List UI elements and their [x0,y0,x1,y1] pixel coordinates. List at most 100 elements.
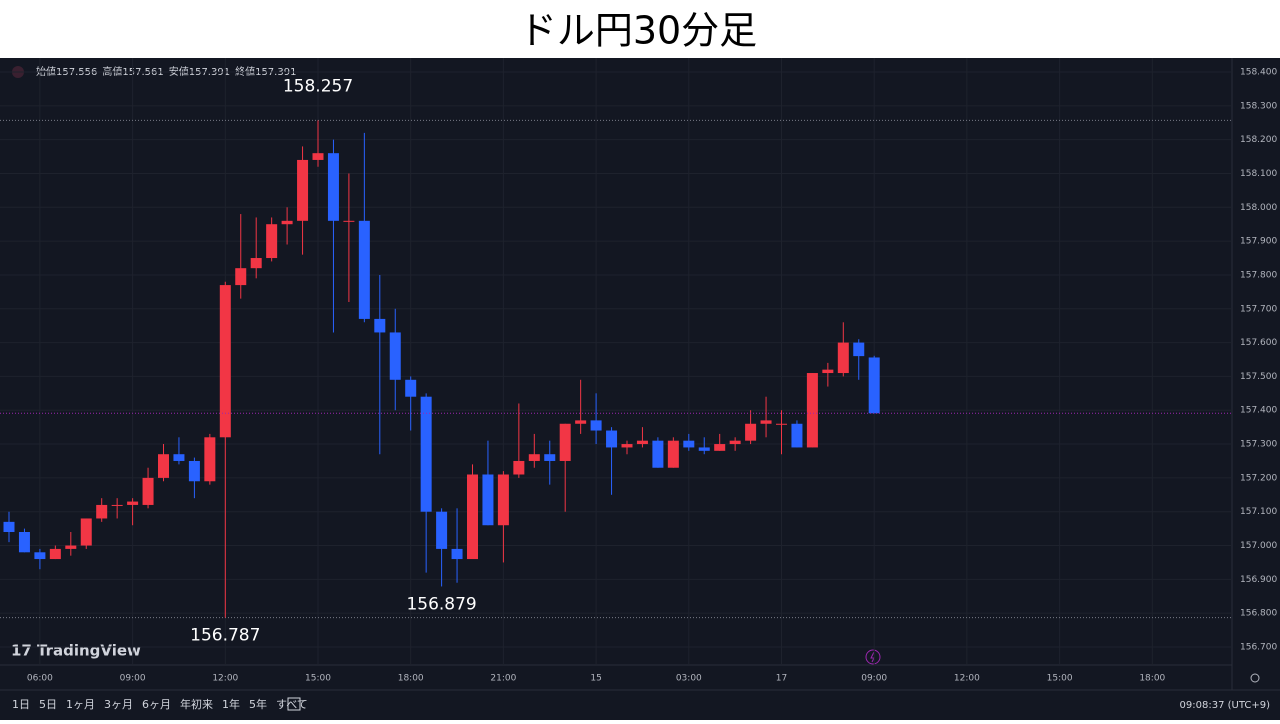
range-button[interactable]: 5年 [249,697,267,711]
candle-body [327,153,339,221]
candle-body [235,268,247,286]
candle-body [358,220,370,319]
candle-body [343,220,355,222]
candle-body [776,423,787,425]
candle-body [482,474,494,526]
candle-body [420,396,432,512]
y-tick-label: 157.500 [1240,372,1277,382]
candle-body [219,285,231,438]
candle-body [65,545,77,549]
y-tick-label: 158.300 [1240,101,1277,111]
candle-body [3,521,15,532]
candle-body [49,548,61,560]
range-button[interactable]: 1日 [12,698,30,711]
y-tick-label: 156.900 [1240,575,1277,585]
candle-body [96,504,108,519]
y-tick-label: 158.200 [1240,135,1277,145]
x-tick-label: 09:00 [861,674,887,684]
date-range-icon[interactable] [287,697,301,711]
candle-body [80,518,92,546]
range-button[interactable]: 3ヶ月 [104,698,133,711]
x-tick-label: 21:00 [490,674,516,684]
candle-body [714,444,726,451]
candle-body [544,454,556,461]
title: ドル円30分足 [519,9,757,53]
y-tick-label: 157.600 [1240,338,1277,348]
candle-body [559,423,571,461]
x-tick-label: 03:00 [676,674,702,684]
candle-body [188,460,200,482]
candle-body [312,153,324,160]
candle-body [606,430,618,448]
candle-body [111,504,123,506]
y-tick-label: 157.700 [1240,304,1277,314]
range-button[interactable]: 1ヶ月 [66,698,95,711]
range-button[interactable]: すべて [276,698,308,711]
candle-body [791,423,803,448]
range-button[interactable]: 1年 [222,697,240,711]
lightning-bolt [870,651,875,663]
x-tick-label: 15:00 [305,674,331,684]
candle-body [513,460,525,475]
settings-icon[interactable] [1250,673,1260,683]
logo-mark: 17 [11,642,32,660]
clock: 09:08:37 (UTC+9) [1180,700,1271,711]
chart-bg [0,58,1280,720]
candle-body [528,454,540,461]
y-tick-label: 158.400 [1240,68,1277,78]
candle-body [142,477,154,505]
candle-body [467,474,478,560]
toolbar: 1日 5日 1ヶ月 3ヶ月 6ヶ月 年初来 1年 5年 すべて [12,697,308,711]
y-tick-label: 157.900 [1240,237,1277,247]
candle-body [683,440,695,448]
candle-body [204,437,216,482]
candle-body [652,440,664,468]
candle-body [729,440,741,445]
candle-body [405,379,417,397]
candle-body [497,474,509,526]
price-annotation: 158.257 [283,76,353,96]
x-tick-label: 15:00 [1047,674,1073,684]
candle-body [436,511,448,549]
candle-body [667,440,679,468]
range-button[interactable]: 6ヶ月 [142,698,171,711]
title-band [0,0,1280,58]
candle-body [853,342,865,357]
range-button[interactable]: 年初来 [180,697,213,711]
candle-body [127,501,139,505]
candle-body [173,454,185,461]
candle-body [806,373,818,448]
candle-body [34,552,46,560]
candle-body [575,420,587,424]
x-tick-label: 15 [590,674,601,684]
logo: TradingView [37,642,141,660]
x-tick-label: 17 [776,674,787,684]
price-annotation: 156.787 [190,626,260,646]
candle-body [745,423,757,441]
candle-body [451,548,463,560]
candle-body [868,357,880,414]
x-tick-label: 12:00 [954,674,980,684]
candle-body [250,258,262,269]
lightning-icon[interactable] [865,649,881,665]
candle-body [389,332,401,380]
y-tick-label: 157.800 [1240,270,1277,280]
candle-body [760,420,772,424]
y-tick-label: 158.000 [1240,203,1277,213]
y-tick-label: 157.200 [1240,473,1277,483]
candle-body [837,342,849,374]
x-tick-label: 12:00 [212,674,238,684]
candle-body [590,420,602,431]
candle-body [281,220,293,225]
y-tick-label: 157.000 [1240,541,1277,551]
candle-body [297,159,309,221]
x-tick-label: 18:00 [1139,674,1165,684]
y-tick-label: 157.400 [1240,406,1277,416]
x-tick-label: 06:00 [27,674,53,684]
y-tick-label: 157.100 [1240,507,1277,517]
range-button[interactable]: 5日 [39,698,57,711]
price-annotation: 156.879 [406,594,476,614]
candle-body [266,224,278,259]
candle-body [158,454,169,478]
